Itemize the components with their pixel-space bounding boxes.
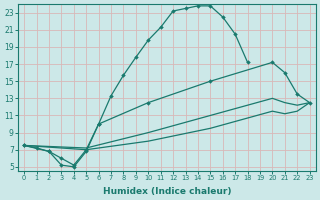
X-axis label: Humidex (Indice chaleur): Humidex (Indice chaleur) [103,187,231,196]
